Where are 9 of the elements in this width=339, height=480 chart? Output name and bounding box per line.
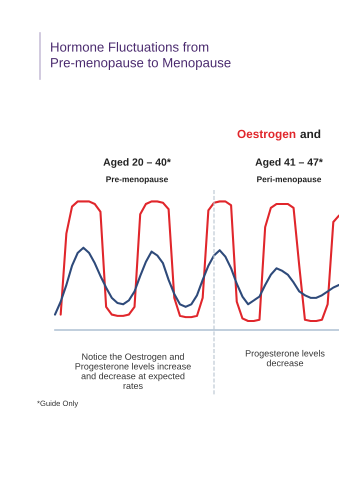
text: Pre-menopause: [106, 176, 168, 184]
text: and: [300, 129, 320, 138]
text: Aged 41 – 47*: [255, 158, 323, 168]
text: Progesterone levels decrease: [246, 350, 325, 366]
text: Oestrogen: [237, 130, 296, 141]
text: Peri-menopause: [257, 176, 322, 184]
text: Aged 20 – 40*: [103, 158, 171, 168]
chart-title: Hormone Fluctuations from Pre-menopause to Menopause: [51, 42, 231, 70]
text: Notice the Oestrogen and Progesterone levels increase and decrease at expected rates: [76, 353, 191, 390]
